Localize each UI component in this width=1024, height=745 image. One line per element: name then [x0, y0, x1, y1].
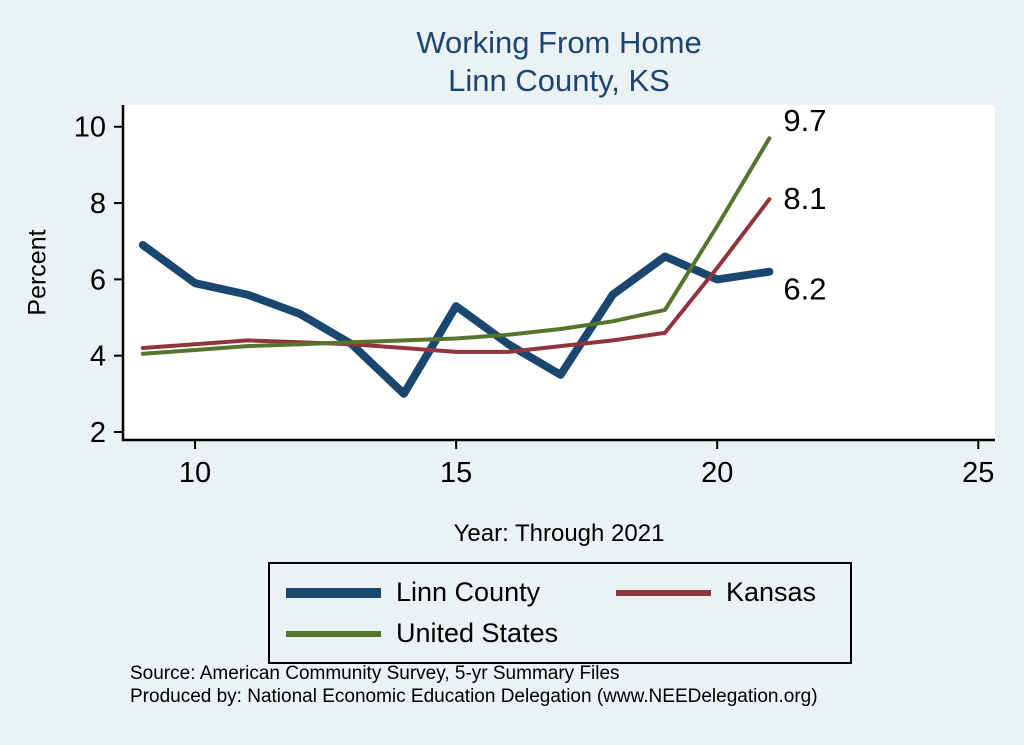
- produced-by-line: Produced by: National Economic Education…: [130, 686, 818, 707]
- source-note: Source: American Community Survey, 5-yr …: [130, 662, 818, 708]
- legend: Linn County Kansas United States: [268, 562, 852, 664]
- x-tick-label: 10: [179, 457, 211, 489]
- chart-title-line2: Linn County, KS: [448, 63, 670, 98]
- legend-label-united-states: United States: [396, 618, 559, 648]
- legend-swatch-united-states: [286, 630, 381, 637]
- axes: [121, 105, 995, 442]
- end-label-kansas: 8.1: [783, 181, 826, 216]
- series-line-linn-county: [138, 241, 774, 398]
- y-tick-label: 4: [90, 341, 106, 373]
- legend-item-linn-county: Linn County: [286, 577, 616, 608]
- x-tick-label: 20: [701, 457, 733, 489]
- series-line-kansas: [140, 197, 772, 354]
- y-tick-label: 2: [90, 417, 106, 449]
- legend-swatch-linn-county: [286, 587, 381, 598]
- legend-label-linn-county: Linn County: [396, 577, 541, 607]
- legend-label-kansas: Kansas: [726, 577, 817, 607]
- series-line-united-states: [140, 136, 772, 356]
- legend-item-kansas: Kansas: [616, 577, 840, 608]
- end-label-united-states: 9.7: [783, 103, 826, 138]
- end-label-linn-county: 6.2: [783, 272, 826, 307]
- y-tick-label: 10: [74, 112, 106, 144]
- x-axis-label: Year: Through 2021: [453, 520, 665, 547]
- y-axis-label: Percent: [23, 229, 52, 316]
- x-tick-label: 25: [962, 457, 994, 489]
- y-tick-label: 6: [90, 264, 106, 296]
- y-tick-label: 8: [90, 188, 106, 220]
- source-line: Source: American Community Survey, 5-yr …: [130, 663, 620, 684]
- x-tick-label: 15: [440, 457, 472, 489]
- plot-background: [123, 105, 995, 440]
- legend-item-united-states: United States: [286, 618, 616, 649]
- chart-title: Working From Home Linn County, KS: [123, 24, 995, 100]
- chart-title-line1: Working From Home: [416, 25, 702, 60]
- legend-swatch-kansas: [616, 589, 711, 596]
